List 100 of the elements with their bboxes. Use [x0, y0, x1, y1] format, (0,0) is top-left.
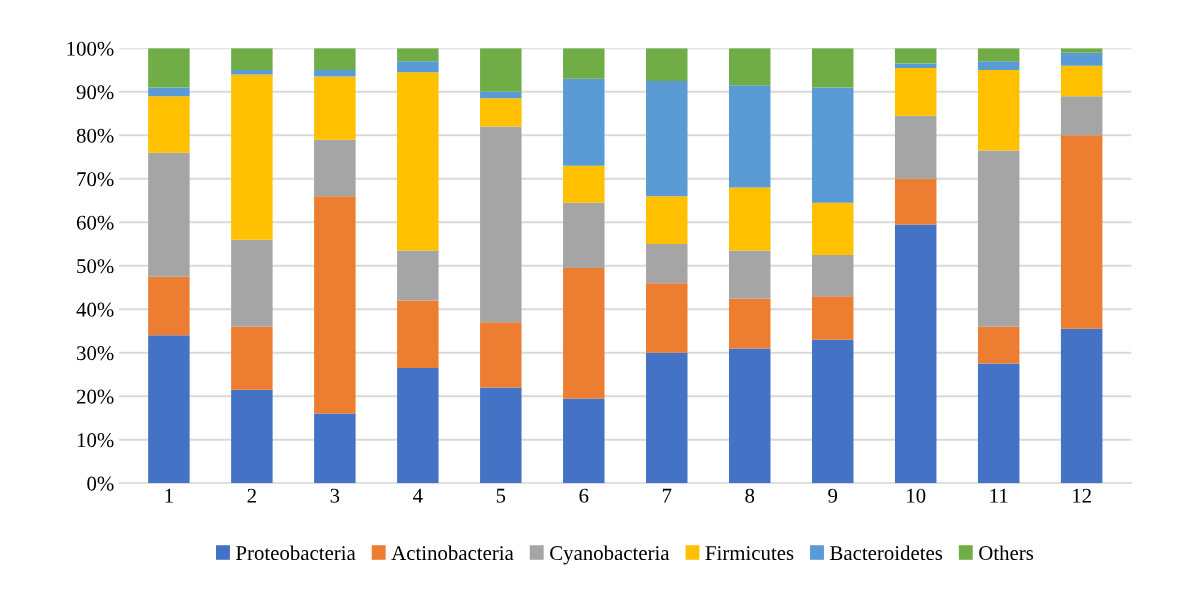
legend-label: Actinobacteria	[391, 545, 514, 561]
bar	[397, 61, 439, 73]
bar	[977, 326, 1020, 364]
x-tick-label: 9	[828, 488, 838, 503]
bar	[1060, 48, 1103, 53]
y-tick-label: 50%	[77, 259, 114, 274]
bar	[480, 322, 522, 388]
bar	[480, 98, 522, 127]
bar	[231, 239, 273, 327]
bar	[314, 413, 356, 484]
bar	[563, 165, 605, 203]
y-tick-label: 10%	[77, 433, 114, 448]
bar	[148, 152, 190, 277]
bar	[1060, 65, 1103, 97]
legend-label: Proteobacteria	[236, 545, 356, 561]
bar	[563, 202, 605, 268]
x-tick-label: 10	[907, 488, 926, 503]
bar	[894, 63, 937, 68]
bar	[977, 48, 1020, 62]
x-tick-label: 6	[579, 488, 589, 503]
bar	[231, 74, 273, 240]
bar	[811, 254, 854, 297]
bar	[563, 267, 605, 399]
legend-label: Cyanobacteria	[550, 545, 670, 565]
bar	[811, 48, 854, 88]
bar	[148, 87, 190, 97]
bar	[314, 70, 356, 77]
x-tick-label: 12	[1073, 488, 1091, 503]
bar	[480, 48, 522, 92]
bar	[231, 48, 273, 71]
bar	[314, 76, 356, 140]
bar	[729, 48, 771, 86]
bar	[397, 367, 439, 484]
bar	[563, 78, 605, 166]
bar	[314, 48, 356, 71]
bar	[977, 61, 1020, 71]
y-tick-label: 40%	[76, 302, 114, 317]
legend-label: Bacteroidetes	[830, 545, 943, 561]
bar	[231, 389, 273, 484]
bar	[148, 335, 190, 484]
y-tick-label: 20%	[76, 389, 114, 404]
y-tick-label: 0%	[87, 476, 114, 491]
bar	[977, 70, 1020, 151]
bar	[1060, 52, 1103, 66]
x-tick-label: 3	[330, 488, 340, 503]
bar	[894, 178, 937, 225]
y-tick-label: 90%	[76, 85, 114, 100]
y-tick-label: 80%	[76, 128, 114, 143]
bar	[729, 348, 771, 484]
x-tick-label: 2	[247, 488, 256, 503]
bar	[397, 72, 439, 251]
bar	[646, 352, 688, 484]
y-tick-label: 30%	[77, 346, 114, 361]
x-tick-label: 1	[165, 488, 173, 503]
bar	[729, 85, 771, 188]
bar	[397, 300, 439, 368]
bar	[729, 187, 771, 251]
bar	[480, 91, 522, 99]
bar	[480, 387, 522, 484]
bar	[811, 202, 854, 255]
bar	[1060, 96, 1103, 136]
bar	[231, 326, 273, 390]
bar	[894, 224, 937, 484]
bar	[977, 150, 1020, 327]
bar	[977, 363, 1020, 484]
bar	[894, 115, 937, 179]
bar	[729, 250, 771, 299]
bar	[397, 48, 439, 62]
bar	[646, 80, 688, 197]
bar	[811, 87, 854, 203]
bar	[314, 196, 356, 414]
y-tick-label: 70%	[77, 172, 114, 187]
bar	[894, 67, 937, 116]
bar	[646, 244, 688, 284]
bar	[314, 139, 356, 197]
bar	[563, 398, 605, 484]
bar	[646, 283, 688, 353]
x-tick-label: 8	[745, 488, 755, 503]
x-tick-label: 11	[990, 488, 1008, 503]
x-tick-label: 4	[413, 488, 423, 503]
bar	[563, 48, 605, 79]
bar	[148, 48, 190, 88]
bar	[1060, 328, 1103, 484]
bar	[148, 96, 190, 153]
bar	[148, 276, 190, 336]
x-tick-label: 5	[496, 488, 506, 503]
y-tick-label: 60%	[76, 215, 114, 230]
bar	[811, 296, 854, 340]
bar	[397, 250, 439, 301]
bar	[646, 48, 688, 81]
legend-label: Others	[979, 545, 1034, 561]
bar	[894, 48, 937, 64]
legend-label: Firmicutes	[705, 546, 794, 561]
bar	[729, 298, 771, 349]
bar	[646, 196, 688, 245]
bar	[811, 339, 854, 484]
bar	[1060, 135, 1103, 329]
bar	[480, 126, 522, 323]
bar	[231, 70, 273, 75]
y-tick-label: 100%	[67, 41, 114, 56]
